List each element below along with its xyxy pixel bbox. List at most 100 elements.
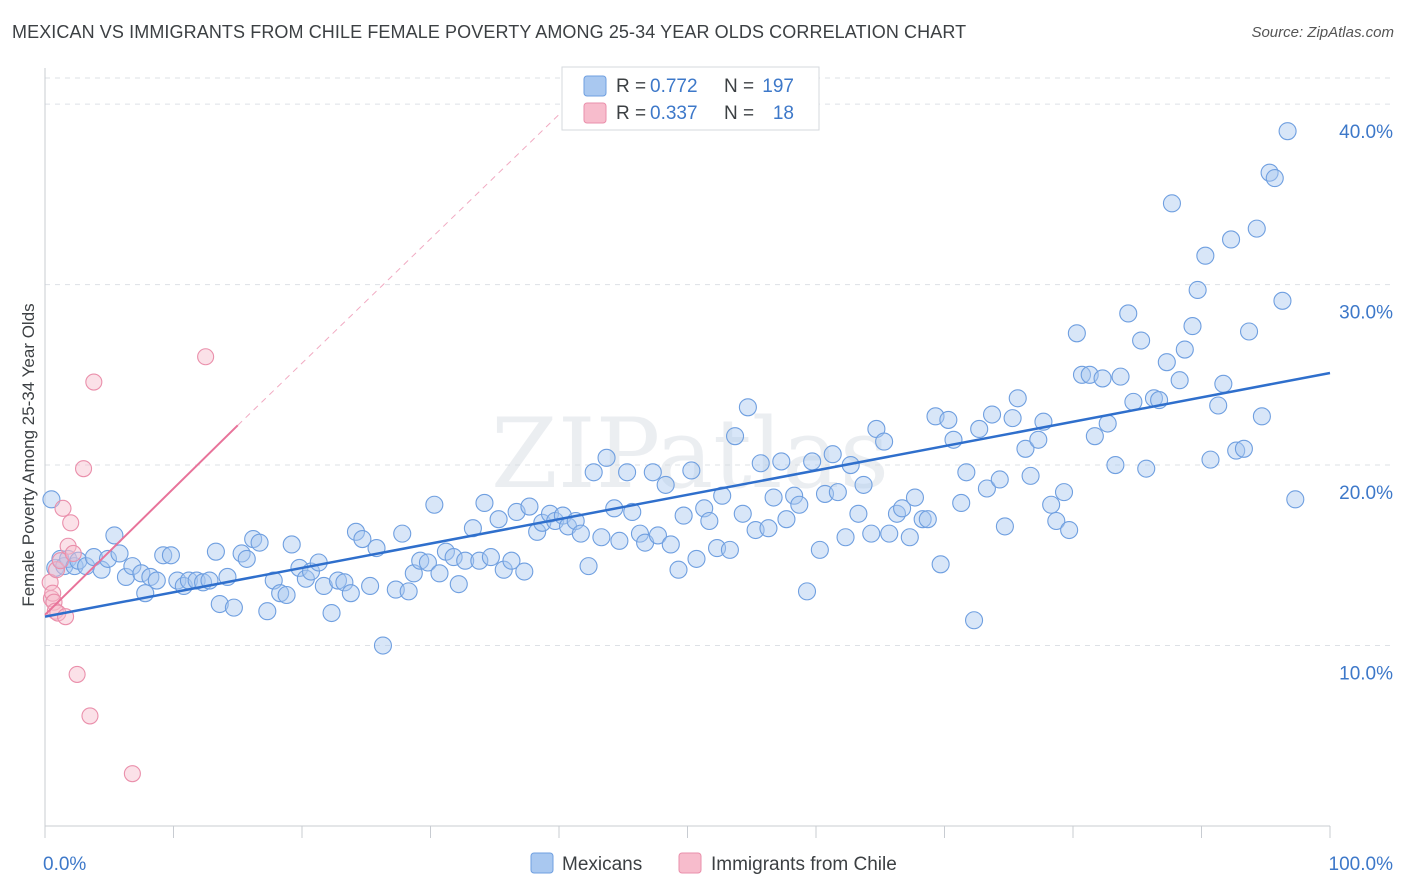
point-mexicans <box>444 548 463 567</box>
point-mexicans <box>1227 441 1246 460</box>
point-chile <box>45 593 63 611</box>
legend-r-label: R = <box>616 103 646 124</box>
point-mexicans <box>1085 427 1104 446</box>
point-mexicans <box>836 528 855 547</box>
point-mexicans <box>1260 163 1279 182</box>
point-mexicans <box>674 506 693 525</box>
point-mexicans <box>132 564 151 583</box>
point-mexicans <box>597 448 616 467</box>
point-mexicans <box>630 524 650 543</box>
point-mexicans <box>206 542 225 561</box>
point-mexicans <box>592 528 611 547</box>
point-mexicans <box>952 493 971 512</box>
point-mexicans <box>237 549 256 568</box>
point-mexicans <box>1201 450 1220 469</box>
point-mexicans <box>751 454 770 473</box>
point-mexicans <box>682 461 701 480</box>
point-mexicans <box>210 594 229 614</box>
legend-n-value: 197 <box>762 76 794 97</box>
point-chile <box>81 707 99 725</box>
point-mexicans <box>797 582 817 601</box>
y-tick-label: 20.0% <box>1339 483 1393 504</box>
point-mexicans <box>623 502 642 522</box>
legend-n-label: N = <box>724 76 754 97</box>
point-mexicans <box>571 524 590 543</box>
point-chile <box>197 348 215 366</box>
point-mexicans <box>828 483 847 502</box>
point-mexicans <box>123 557 142 576</box>
chart-source: Source: ZipAtlas.com <box>1251 24 1394 41</box>
point-mexicans <box>579 557 598 576</box>
point-mexicans <box>970 419 989 439</box>
point-mexicans <box>1183 317 1202 336</box>
point-chile <box>68 665 86 683</box>
point-mexicans <box>862 524 881 543</box>
point-mexicans <box>92 560 111 579</box>
y-axis-label: Female Poverty Among 25-34 Year Olds <box>19 303 38 606</box>
point-mexicans <box>1214 374 1233 393</box>
point-chile <box>54 499 72 517</box>
point-mexicans <box>1042 495 1061 514</box>
point-mexicans <box>1047 511 1066 531</box>
point-mexicans <box>785 486 804 505</box>
point-mexicans <box>147 571 166 590</box>
point-mexicans <box>1008 389 1027 408</box>
point-mexicans <box>489 510 508 529</box>
point-mexicans <box>584 463 603 482</box>
point-mexicans <box>475 493 494 512</box>
point-mexicans <box>656 475 675 494</box>
point-mexicans <box>1175 340 1194 359</box>
point-mexicans <box>1003 409 1022 428</box>
point-chile <box>85 373 103 391</box>
point-mexicans <box>1157 353 1176 372</box>
point-mexicans <box>733 504 752 523</box>
point-mexicans <box>610 531 629 550</box>
point-mexicans <box>470 551 489 570</box>
point-mexicans <box>913 510 932 529</box>
point-mexicans <box>648 526 667 545</box>
point-mexicans <box>759 519 778 538</box>
point-mexicans <box>346 522 366 541</box>
trend-line-mexicans <box>44 371 1331 618</box>
point-chile <box>62 514 80 532</box>
point-mexicans <box>939 410 958 429</box>
point-mexicans <box>1016 439 1035 458</box>
point-mexicans <box>1093 369 1112 388</box>
point-mexicans <box>661 535 680 554</box>
point-mexicans <box>322 603 341 623</box>
point-mexicans <box>880 524 899 543</box>
point-mexicans <box>931 555 950 574</box>
point-mexicans <box>687 549 706 568</box>
point-mexicans <box>1021 466 1040 485</box>
point-mexicans <box>361 576 380 596</box>
trend-lines <box>44 89 1331 618</box>
point-mexicans <box>1188 280 1207 300</box>
legend-r-value: 0.337 <box>650 103 698 124</box>
point-mexicans <box>232 544 251 563</box>
point-mexicans <box>314 576 333 596</box>
point-mexicans <box>790 495 809 514</box>
point-mexicans <box>341 584 360 603</box>
chart-title: MEXICAN VS IMMIGRANTS FROM CHILE FEMALE … <box>12 22 967 42</box>
legend-swatch-mexicans <box>583 75 607 97</box>
point-mexicans <box>425 495 444 514</box>
trend-line-chile <box>44 424 239 616</box>
point-mexicans <box>411 551 430 570</box>
point-mexicans <box>418 553 437 572</box>
point-mexicans <box>1106 455 1125 475</box>
point-mexicans <box>494 560 513 579</box>
point-mexicans <box>1137 459 1156 478</box>
point-chile <box>64 544 82 563</box>
point-mexicans <box>335 573 354 592</box>
point-mexicans <box>669 560 688 579</box>
point-mexicans <box>738 398 757 417</box>
point-mexicans <box>982 405 1002 424</box>
point-mexicans <box>1196 246 1215 265</box>
point-mexicans <box>643 463 662 482</box>
point-mexicans <box>1162 194 1181 213</box>
point-mexicans <box>105 526 124 545</box>
point-mexicans <box>764 488 783 507</box>
point-mexicans <box>1265 169 1284 188</box>
point-mexicans <box>250 533 269 552</box>
